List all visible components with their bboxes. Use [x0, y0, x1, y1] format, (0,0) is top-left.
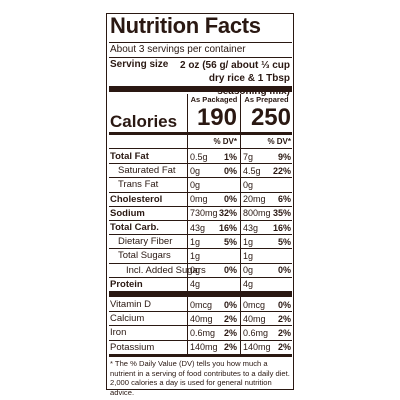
- nutrient-name: Sodium: [110, 207, 145, 219]
- divider: [109, 57, 292, 58]
- thick-bar: [109, 86, 292, 92]
- daily-value: 0%: [223, 265, 237, 276]
- amount: 43g: [190, 222, 206, 233]
- amount: 0g: [190, 265, 201, 276]
- amount: 140mg: [243, 342, 271, 353]
- divider: [109, 248, 292, 250]
- divider: [109, 311, 292, 313]
- nutrient-name: Incl. Added Sugars: [126, 264, 206, 276]
- dv-header: % DV*: [267, 137, 291, 146]
- nutrient-name: Total Sugars: [118, 250, 171, 262]
- nutrient-name: Cholesterol: [110, 193, 163, 205]
- divider: [109, 205, 292, 207]
- nutrient-name: Iron: [110, 327, 127, 339]
- label-frame: [106, 13, 294, 390]
- nutrient-name: Total Fat: [110, 151, 149, 162]
- amount: 800mg: [243, 208, 271, 219]
- nutrient-name: Dietary Fiber: [118, 236, 173, 248]
- divider: [109, 339, 292, 341]
- daily-value: 5%: [277, 236, 291, 247]
- amount: 4.5g: [243, 165, 261, 176]
- amount: 4g: [190, 279, 201, 290]
- daily-value: 2%: [223, 327, 237, 338]
- daily-value: 16%: [218, 222, 237, 233]
- amount: 40mg: [243, 313, 266, 324]
- daily-value: 1%: [223, 151, 237, 162]
- nutrient-name: Vitamin D: [110, 299, 152, 310]
- daily-value: 2%: [277, 342, 291, 353]
- dv-header: % DV*: [213, 137, 237, 146]
- calories-value: 190: [196, 104, 237, 131]
- thick-bar: [109, 291, 292, 297]
- calories-value: 250: [250, 104, 291, 131]
- amount: 0g: [190, 165, 201, 176]
- divider: [109, 262, 292, 264]
- divider: [109, 234, 292, 236]
- amount: 1g: [190, 236, 201, 247]
- daily-value: 0%: [223, 194, 237, 205]
- nutrient-name: Potassium: [110, 341, 155, 353]
- nutrient-name: Calcium: [110, 313, 145, 325]
- daily-value: 22%: [272, 165, 291, 176]
- divider: [109, 325, 292, 327]
- footnote: * The % Daily Value (DV) tells you how m…: [110, 359, 290, 397]
- daily-value: 2%: [223, 342, 237, 353]
- amount: 730mg: [190, 208, 218, 219]
- amount: 0g: [243, 265, 254, 276]
- medium-bar: [109, 354, 292, 357]
- daily-value: 0%: [277, 265, 291, 276]
- daily-value: 6%: [277, 194, 291, 205]
- amount: 0.6mg: [190, 327, 216, 338]
- nutrient-name: Saturated Fat: [118, 165, 176, 177]
- amount: 1g: [190, 250, 201, 261]
- divider: [109, 177, 292, 179]
- divider: [109, 220, 292, 221]
- amount: 140mg: [190, 342, 218, 353]
- amount: 20mg: [243, 194, 266, 205]
- serving-size-value: 2 oz (56 g/ about ⅓ cup dry rice & 1 Tbs…: [179, 60, 290, 97]
- medium-bar: [109, 132, 292, 135]
- daily-value: 5%: [223, 236, 237, 247]
- daily-value: 32%: [218, 208, 237, 219]
- divider: [109, 163, 292, 165]
- daily-value: 0%: [277, 299, 291, 310]
- amount: 0mg: [190, 194, 208, 205]
- amount: 43g: [243, 222, 259, 233]
- daily-value: 2%: [223, 313, 237, 324]
- nutrient-name: Total Carb.: [110, 222, 159, 233]
- amount: 4g: [243, 279, 254, 290]
- servings: About 3 servings per container: [110, 44, 246, 55]
- daily-value: 0%: [223, 299, 237, 310]
- daily-value: 2%: [277, 327, 291, 338]
- column-divider: [187, 94, 188, 354]
- amount: 0g: [243, 179, 254, 190]
- divider: [109, 191, 292, 193]
- amount: 1g: [243, 250, 254, 261]
- amount: 1g: [243, 236, 254, 247]
- nutrient-name: Protein: [110, 278, 143, 290]
- daily-value: 9%: [277, 151, 291, 162]
- serving-size-label: Serving size: [110, 59, 169, 70]
- divider: [109, 148, 292, 149]
- column-divider: [240, 94, 241, 354]
- amount: 40mg: [190, 313, 213, 324]
- amount: 7g: [243, 151, 254, 162]
- divider: [109, 276, 292, 278]
- amount: 0mcg: [243, 299, 266, 310]
- column-header: As Prepared: [244, 95, 289, 104]
- title: Nutrition Facts: [110, 13, 261, 38]
- divider: [109, 42, 292, 43]
- amount: 0mcg: [190, 299, 213, 310]
- daily-value: 0%: [223, 165, 237, 176]
- daily-value: 35%: [272, 208, 291, 219]
- nutrient-name: Trans Fat: [118, 179, 159, 191]
- amount: 0.6mg: [243, 327, 269, 338]
- amount: 0g: [190, 179, 201, 190]
- column-header: As Packaged: [190, 95, 238, 104]
- daily-value: 2%: [277, 313, 291, 324]
- daily-value: 16%: [272, 222, 291, 233]
- amount: 0.5g: [190, 151, 208, 162]
- calories-label: Calories: [110, 112, 178, 131]
